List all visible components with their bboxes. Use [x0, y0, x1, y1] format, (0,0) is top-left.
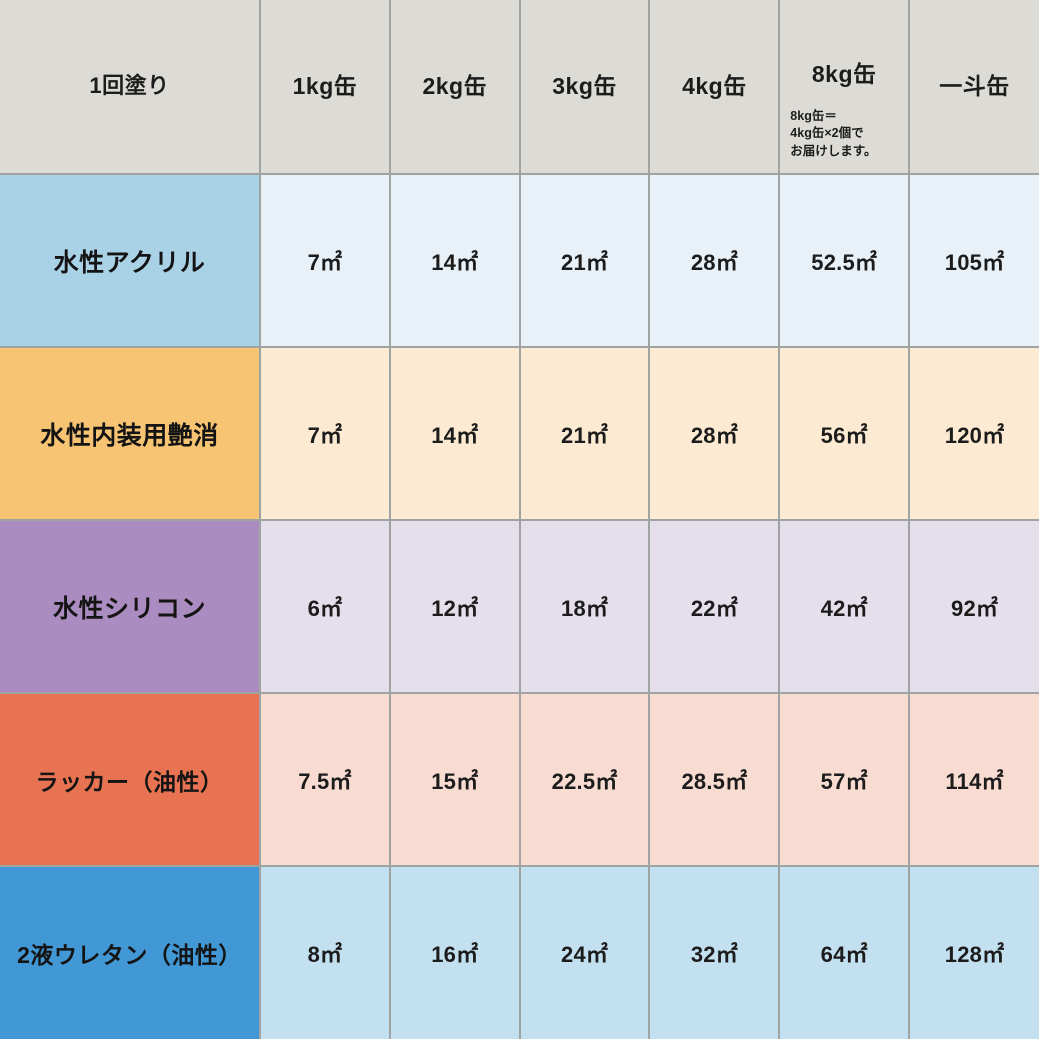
table-row: 水性アクリル 7㎡ 14㎡ 21㎡ 28㎡ 52.5㎡ 105㎡	[0, 174, 1039, 348]
column-label-1kg: 1kg缶	[292, 72, 358, 99]
header-cell-3kg: 3kg缶	[519, 0, 651, 175]
cell-lacquer-2kg: 15㎡	[389, 693, 521, 867]
header-cell-8kg: 8kg缶 8kg缶＝ 4kg缶×2個で お届けします。	[779, 0, 911, 175]
table-row: 水性シリコン 6㎡ 12㎡ 18㎡ 22㎡ 42㎡ 92㎡	[0, 520, 1039, 694]
column-note-8kg: 8kg缶＝ 4kg缶×2個で お届けします。	[790, 109, 877, 158]
cell-interior-matte-3kg: 21㎡	[519, 347, 651, 521]
cell-silicone-2kg: 12㎡	[389, 520, 521, 694]
header-cell-2kg: 2kg缶	[389, 0, 521, 175]
cell-lacquer-4kg: 28.5㎡	[649, 693, 781, 867]
cell-interior-matte-4kg: 28㎡	[649, 347, 781, 521]
row-label-interior-matte: 水性内装用艶消	[0, 347, 262, 521]
cell-interior-matte-1kg: 7㎡	[260, 347, 391, 521]
cell-acrylic-3kg: 21㎡	[519, 174, 651, 348]
cell-interior-matte-8kg: 56㎡	[779, 347, 911, 521]
cell-2k-urethane-3kg: 24㎡	[519, 866, 651, 1039]
cell-2k-urethane-4kg: 32㎡	[649, 866, 781, 1039]
column-label-itto: 一斗缶	[939, 72, 1010, 99]
column-label-4kg: 4kg缶	[682, 72, 747, 99]
column-label-2kg: 2kg缶	[422, 72, 488, 99]
row-label-silicone: 水性シリコン	[0, 520, 262, 694]
cell-silicone-itto: 92㎡	[909, 520, 1039, 694]
cell-acrylic-8kg: 52.5㎡	[779, 174, 911, 348]
row-label-2k-urethane: 2液ウレタン（油性）	[0, 866, 262, 1039]
cell-acrylic-itto: 105㎡	[909, 174, 1039, 348]
cell-lacquer-8kg: 57㎡	[779, 693, 911, 867]
column-label-3kg: 3kg缶	[552, 72, 617, 99]
table-row: ラッカー（油性） 7.5㎡ 15㎡ 22.5㎡ 28.5㎡ 57㎡ 114㎡	[0, 693, 1039, 867]
cell-lacquer-1kg: 7.5㎡	[260, 693, 391, 867]
header-cell-4kg: 4kg缶	[649, 0, 781, 175]
header-8kg-inner: 8kg缶 8kg缶＝ 4kg缶×2個で お届けします。	[780, 0, 908, 173]
cell-silicone-1kg: 6㎡	[260, 520, 391, 694]
cell-acrylic-2kg: 14㎡	[389, 174, 521, 348]
cell-silicone-4kg: 22㎡	[649, 520, 781, 694]
cell-2k-urethane-2kg: 16㎡	[389, 866, 521, 1039]
header-cell-itto: 一斗缶	[909, 0, 1039, 175]
table-head: 1回塗り 1kg缶 2kg缶 3kg缶 4kg缶 8kg缶 8kg缶＝	[0, 0, 1039, 175]
cell-2k-urethane-8kg: 64㎡	[779, 866, 911, 1039]
corner-label: 1回塗り	[89, 73, 170, 99]
column-label-8kg: 8kg缶	[811, 61, 877, 87]
cell-lacquer-itto: 114㎡	[909, 693, 1039, 867]
cell-silicone-8kg: 42㎡	[779, 520, 911, 694]
cell-silicone-3kg: 18㎡	[519, 520, 651, 694]
cell-2k-urethane-1kg: 8㎡	[260, 866, 391, 1039]
table-row: 水性内装用艶消 7㎡ 14㎡ 21㎡ 28㎡ 56㎡ 120㎡	[0, 347, 1039, 521]
header-row: 1回塗り 1kg缶 2kg缶 3kg缶 4kg缶 8kg缶 8kg缶＝	[0, 0, 1039, 175]
cell-2k-urethane-itto: 128㎡	[909, 866, 1039, 1039]
table-row: 2液ウレタン（油性） 8㎡ 16㎡ 24㎡ 32㎡ 64㎡ 128㎡	[0, 866, 1039, 1039]
cell-acrylic-4kg: 28㎡	[649, 174, 781, 348]
cell-interior-matte-2kg: 14㎡	[389, 347, 521, 521]
header-cell-1kg: 1kg缶	[260, 0, 391, 175]
cell-acrylic-1kg: 7㎡	[260, 174, 391, 348]
row-label-lacquer: ラッカー（油性）	[0, 693, 262, 867]
header-cell-coats: 1回塗り	[0, 0, 262, 175]
cell-interior-matte-itto: 120㎡	[909, 347, 1039, 521]
row-label-acrylic: 水性アクリル	[0, 174, 262, 348]
table-body: 水性アクリル 7㎡ 14㎡ 21㎡ 28㎡ 52.5㎡ 105㎡ 水性内装用艶消…	[0, 174, 1039, 1039]
cell-lacquer-3kg: 22.5㎡	[519, 693, 651, 867]
